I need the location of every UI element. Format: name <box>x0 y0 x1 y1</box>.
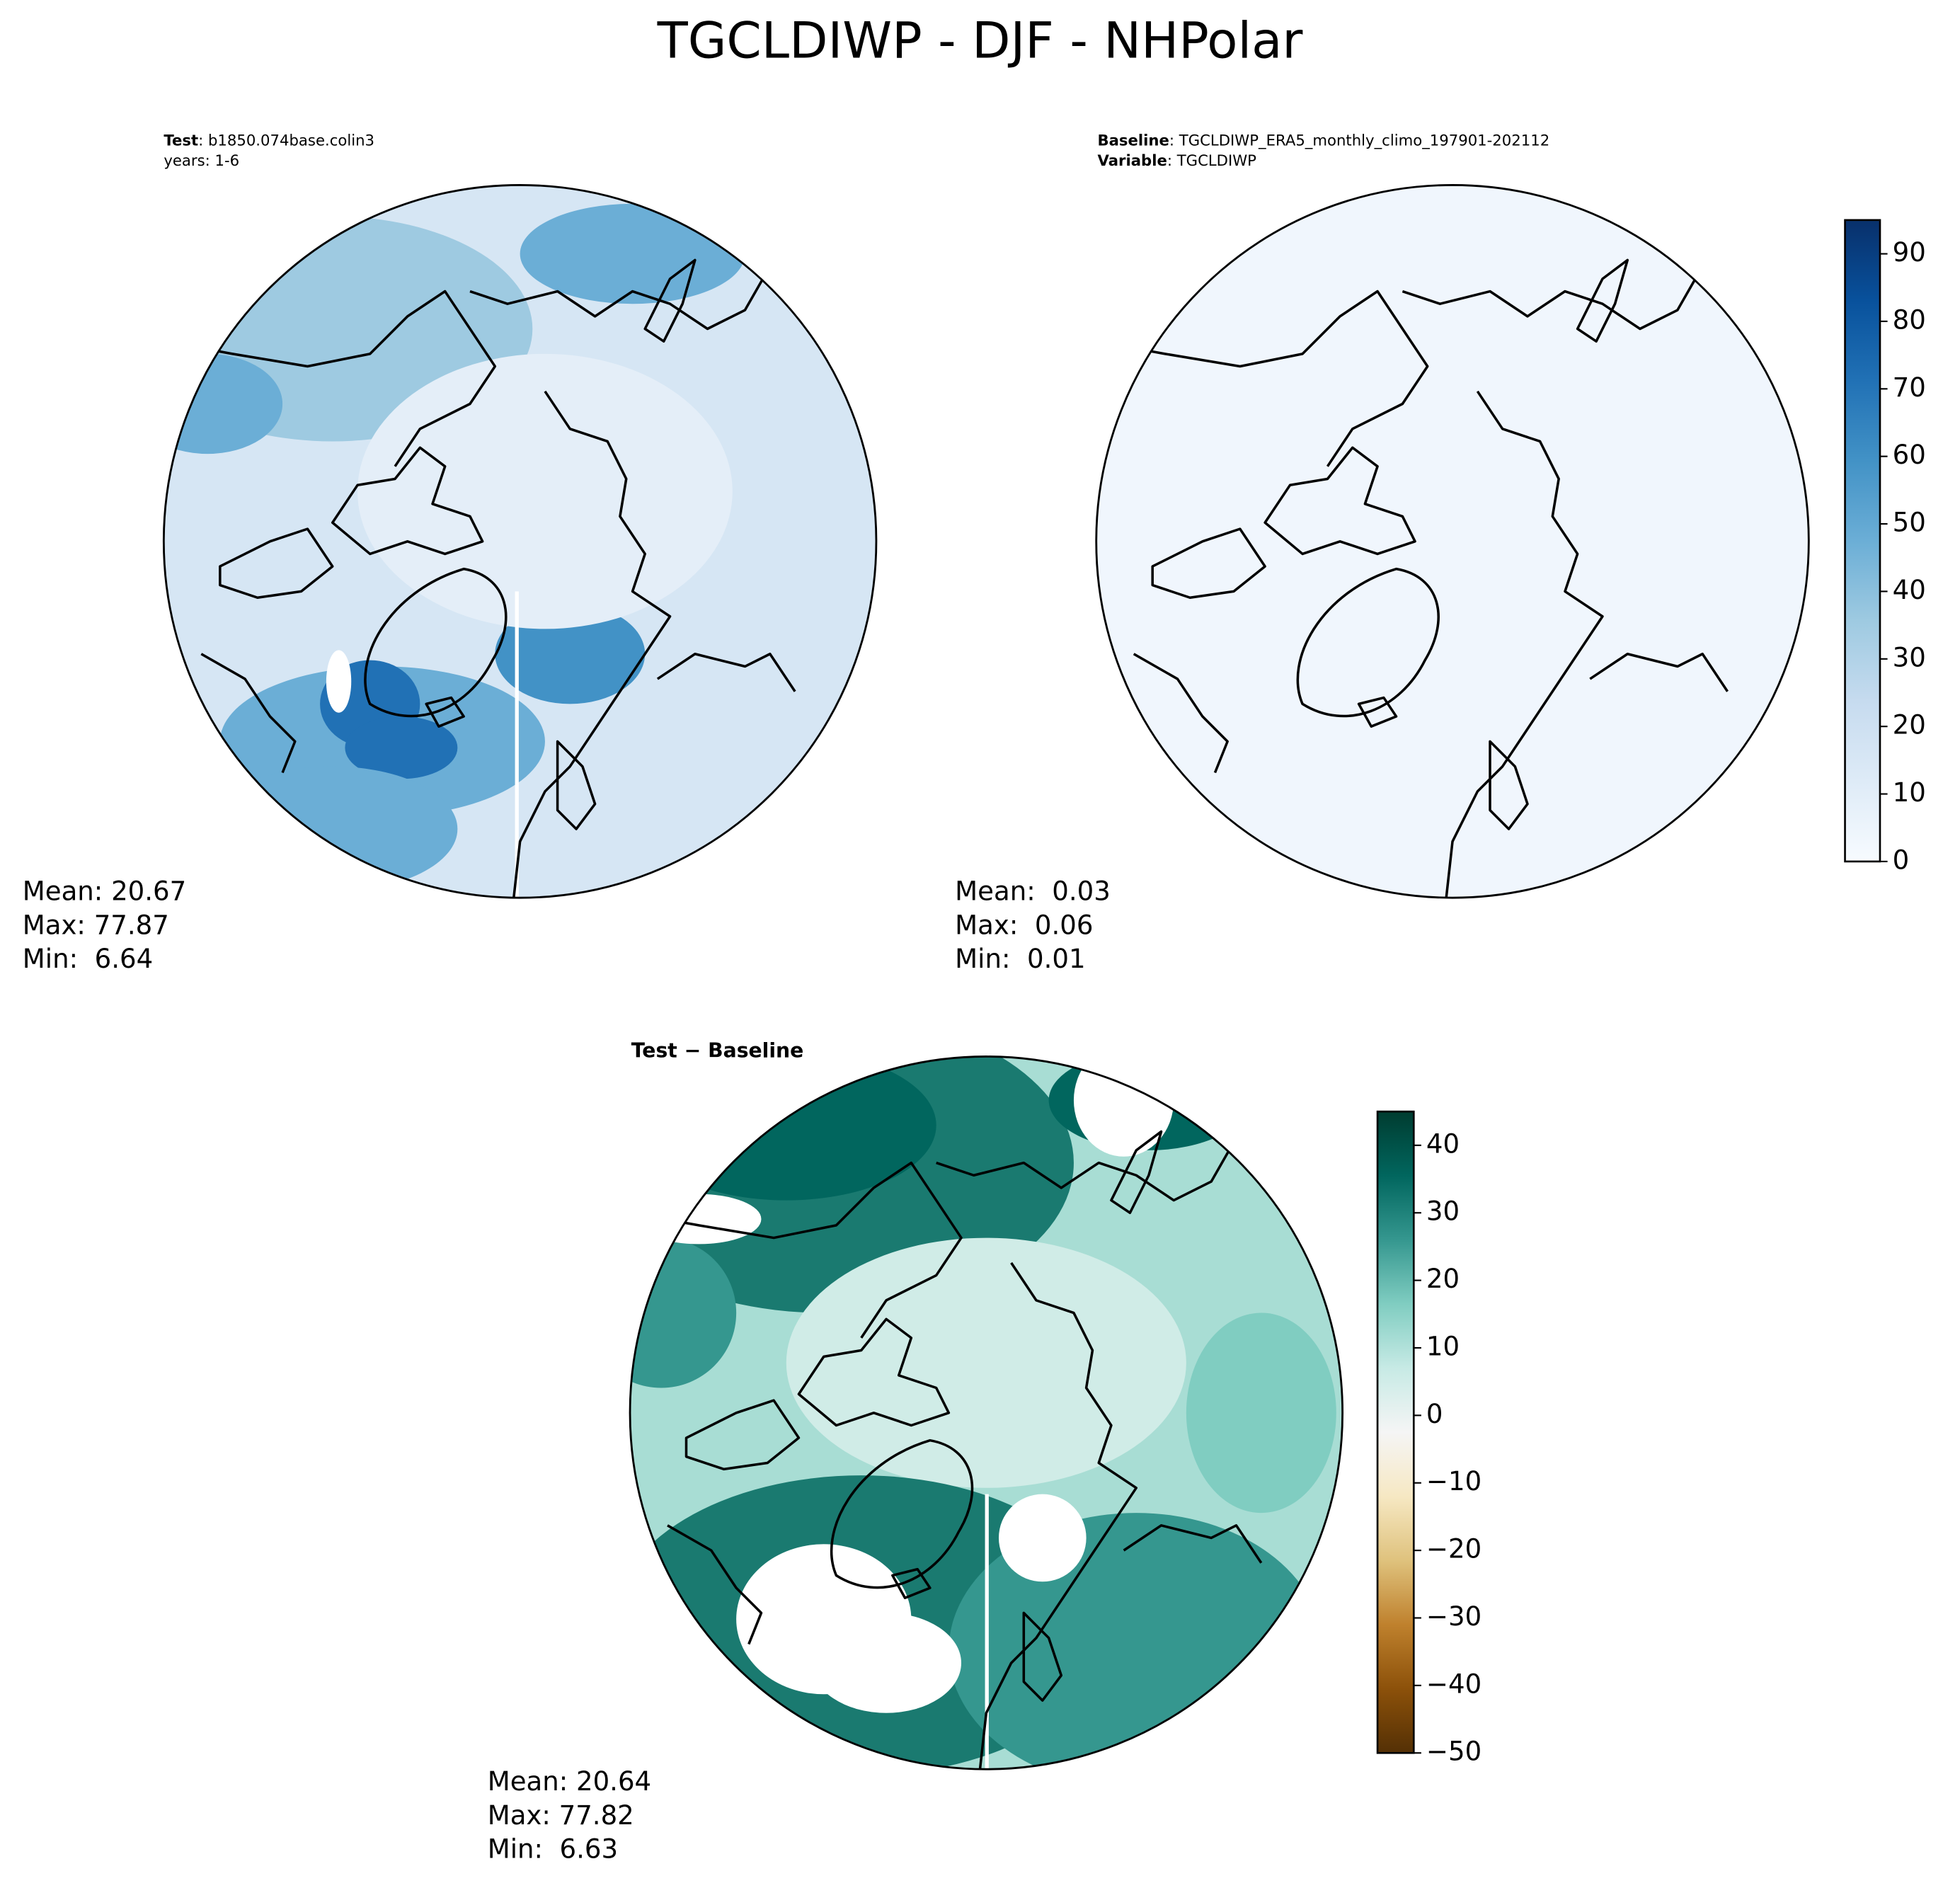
colorbar-tick-label: 40 <box>1893 575 1926 605</box>
colorbar-tick-label: −10 <box>1426 1466 1482 1497</box>
annotation-key: Test − Baseline <box>631 1039 804 1062</box>
colorbar-tick-label: −50 <box>1426 1737 1482 1767</box>
stat-line: Min: 0.01 <box>955 944 1085 974</box>
map-panel <box>629 1055 1344 1770</box>
figure-title: TGCLDIWP - DJF - NHPolar <box>657 11 1304 69</box>
stat-line: Max: 0.06 <box>955 910 1093 940</box>
map-panel <box>162 183 878 899</box>
stat-line: Mean: 0.03 <box>955 876 1111 907</box>
colorbar-tick-label: −20 <box>1426 1534 1482 1564</box>
colorbar-tick-label: 40 <box>1426 1128 1460 1159</box>
colorbar-tick-label: 10 <box>1893 777 1926 808</box>
annotation-key: Variable <box>1097 151 1167 169</box>
colorbar-tick-label: 70 <box>1893 372 1926 403</box>
colorbar-tick-label: 10 <box>1426 1331 1460 1361</box>
colorbar-tick-label: 0 <box>1893 845 1910 875</box>
colorbar-tick-label: 90 <box>1893 237 1926 268</box>
panel-annotation: Test: b1850.074base.colin3 <box>164 132 374 149</box>
map-panel <box>1095 183 1810 899</box>
annotation-text: : TGCLDIWP_ERA5_monthly_climo_197901-202… <box>1169 132 1549 149</box>
colorbar-tick-label: 30 <box>1893 642 1926 673</box>
colorbar-tick-label: 30 <box>1426 1196 1460 1227</box>
stat-line: Min: 6.64 <box>23 944 153 974</box>
colorbar-tick-label: 20 <box>1426 1264 1460 1294</box>
colorbar <box>1844 219 1881 863</box>
colorbar-tick-label: 80 <box>1893 304 1926 335</box>
stat-line: Mean: 20.67 <box>23 876 186 907</box>
panel-annotation: Test − Baseline <box>631 1039 804 1062</box>
colorbar-tick-label: 60 <box>1893 440 1926 470</box>
colorbar <box>1376 1110 1415 1754</box>
colorbar-tick-label: 20 <box>1893 710 1926 740</box>
annotation-text: years: 1-6 <box>164 151 239 169</box>
stat-line: Max: 77.87 <box>23 910 169 940</box>
stat-line: Mean: 20.64 <box>488 1766 651 1797</box>
annotation-text: : b1850.074base.colin3 <box>198 132 374 149</box>
panel-annotation: Baseline: TGCLDIWP_ERA5_monthly_climo_19… <box>1097 132 1549 149</box>
panel-annotation: years: 1-6 <box>164 151 239 169</box>
colorbar-tick-label: 50 <box>1893 508 1926 538</box>
colorbar-tick-label: −40 <box>1426 1669 1482 1699</box>
annotation-key: Test <box>164 132 198 149</box>
colorbar-tick-label: −30 <box>1426 1601 1482 1632</box>
stat-line: Max: 77.82 <box>488 1800 634 1831</box>
annotation-text: : TGCLDIWP <box>1167 151 1256 169</box>
stat-line: Min: 6.63 <box>488 1834 618 1865</box>
annotation-key: Baseline <box>1097 132 1169 149</box>
panel-annotation: Variable: TGCLDIWP <box>1097 151 1256 169</box>
colorbar-tick-label: 0 <box>1426 1399 1443 1429</box>
